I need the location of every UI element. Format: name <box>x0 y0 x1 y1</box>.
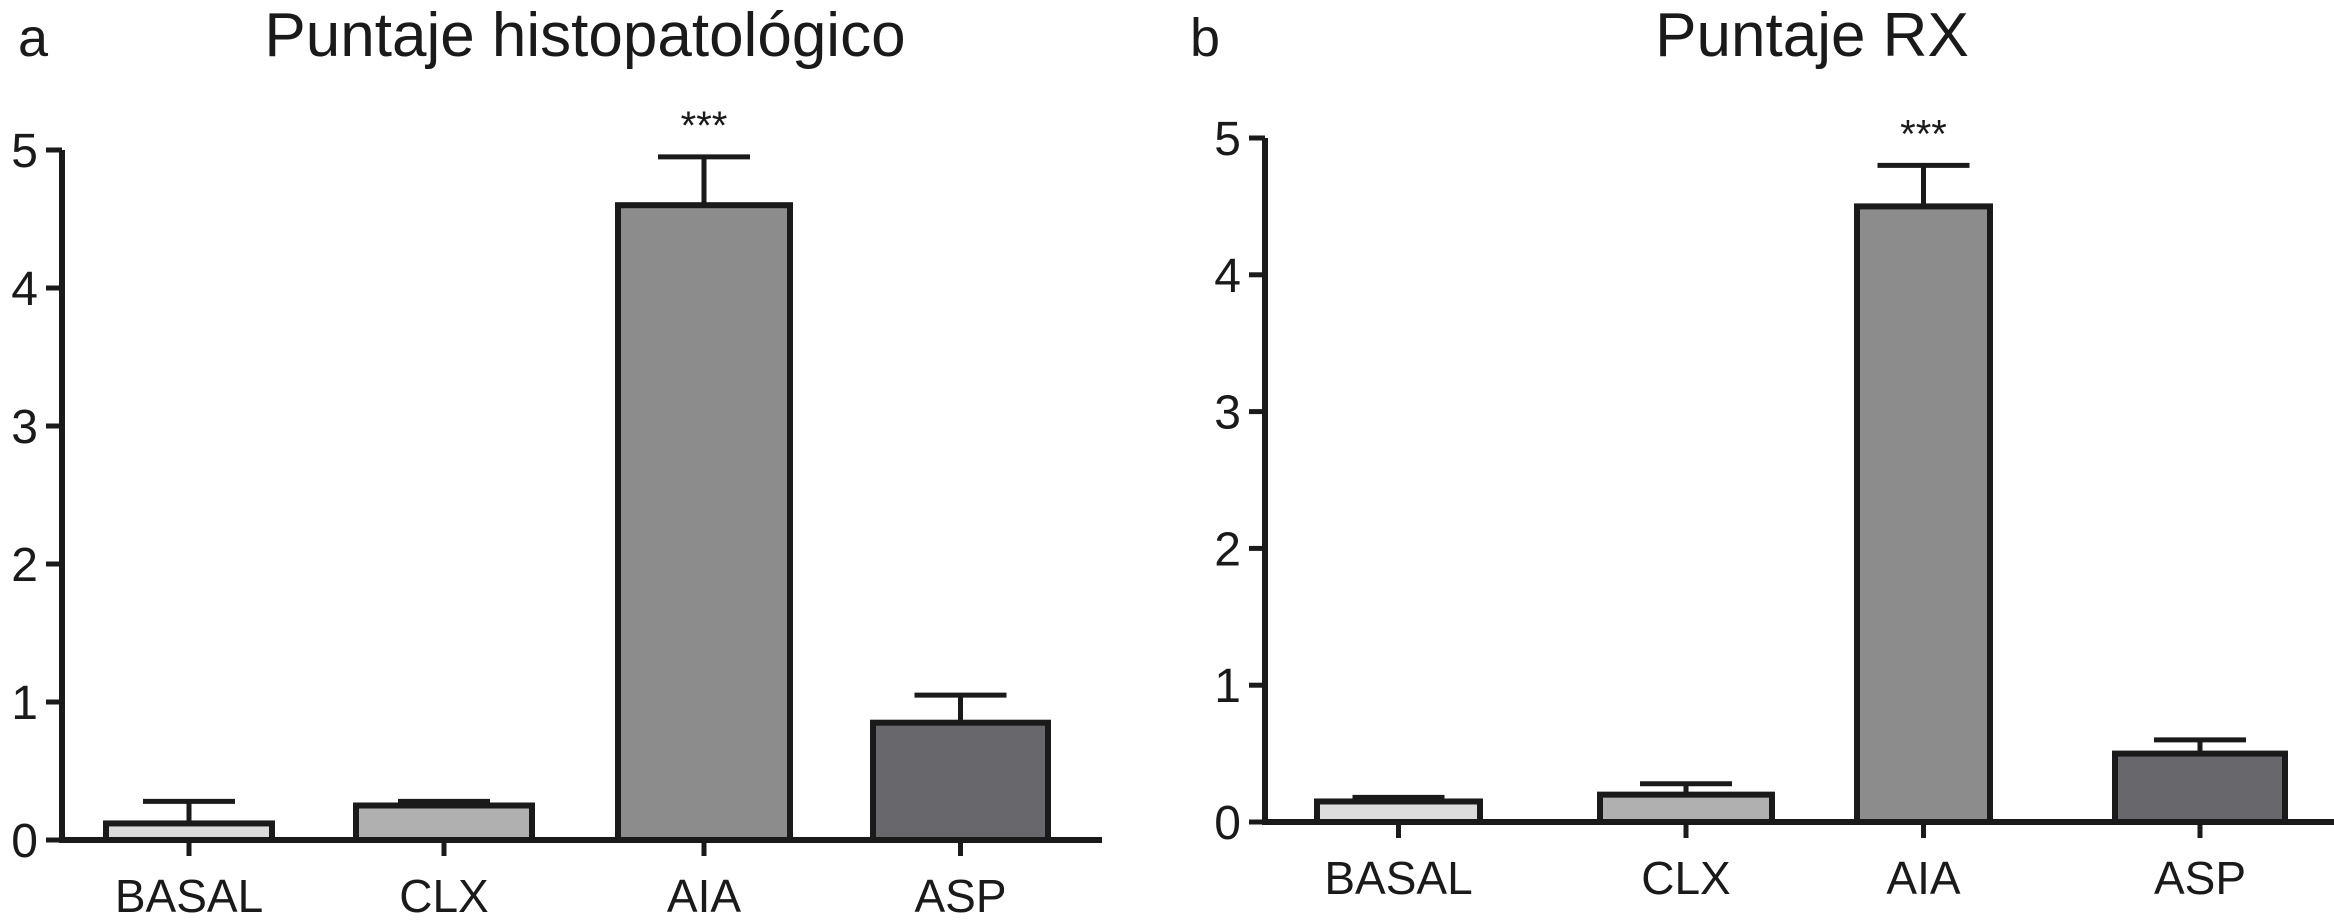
panel-letter: b <box>1190 8 1220 68</box>
y-tick-label: 3 <box>11 401 38 454</box>
bar-aia <box>615 202 793 843</box>
y-tick-label: 3 <box>1214 387 1241 440</box>
x-tick-label: ASP <box>2154 852 2246 904</box>
x-tick-label: AIA <box>667 870 741 922</box>
significance-label: *** <box>1900 112 1947 156</box>
chart-title: Puntaje histopatológico <box>264 1 905 70</box>
y-tick-label: 0 <box>11 815 38 868</box>
bar-asp <box>870 719 1051 844</box>
x-tick-label: ASP <box>914 870 1006 922</box>
chart-marks: 0 1 2 3 4 5 BASAL CLX AIA *** ASP <box>1214 112 2334 904</box>
significance-label: *** <box>681 104 728 148</box>
bar-clx <box>353 802 535 843</box>
y-tick-label: 0 <box>1214 797 1241 850</box>
y-tick-label: 1 <box>11 677 38 730</box>
chart-title: Puntaje RX <box>1655 1 1969 70</box>
bar-aia <box>1854 203 1993 825</box>
y-tick-label: 4 <box>11 263 38 316</box>
chart-panel-b: b Puntaje RX 0 1 2 3 4 5 BASAL CLX AIA *** ASP <box>1190 1 2334 904</box>
y-tick-label: 1 <box>1214 660 1241 713</box>
panel-letter: a <box>18 8 49 68</box>
y-tick-label: 4 <box>1214 250 1241 303</box>
bar-asp <box>2112 750 2288 825</box>
bar-clx <box>1597 791 1775 826</box>
chart-marks: 0 1 2 3 4 5 BASAL CLX AIA *** ASP <box>11 104 1102 922</box>
y-tick-label: 2 <box>1214 523 1241 576</box>
y-tick-label: 5 <box>1214 113 1241 166</box>
x-tick-label: BASAL <box>115 870 263 922</box>
bar-basal <box>1314 798 1483 825</box>
x-tick-label: CLX <box>399 870 488 922</box>
x-tick-label: CLX <box>1641 852 1730 904</box>
bar-basal <box>103 820 275 844</box>
x-tick-label: AIA <box>1886 852 1960 904</box>
y-tick-label: 5 <box>11 125 38 178</box>
x-tick-label: BASAL <box>1324 852 1472 904</box>
chart-panel-a: a Puntaje histopatológico 0 1 2 3 4 5 BASAL CLX… <box>11 1 1102 922</box>
y-tick-label: 2 <box>11 539 38 592</box>
